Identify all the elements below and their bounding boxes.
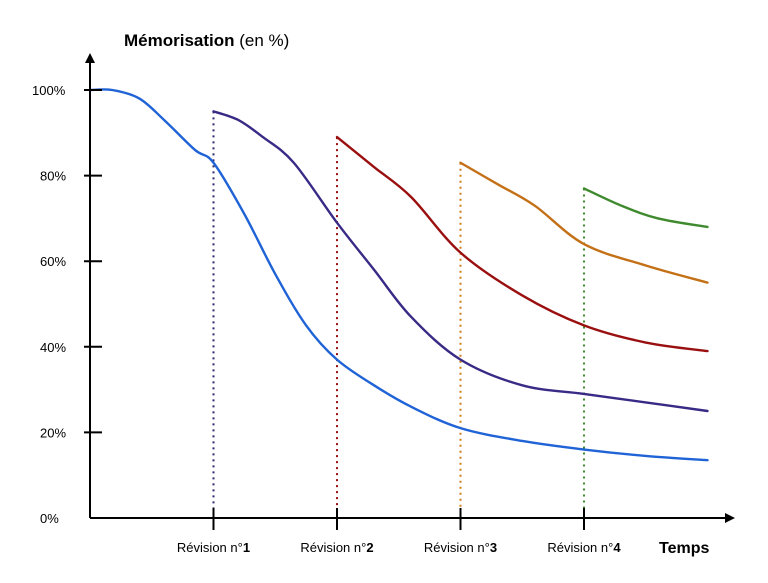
revision-guides	[212, 111, 585, 518]
y-tick-label: 0%	[40, 511, 59, 526]
series-line-4	[582, 187, 709, 229]
y-ticks: 0% 20% 40% 60% 80% 100%	[32, 83, 102, 526]
y-axis-title: Mémorisation (en %)	[124, 31, 289, 50]
y-axis-title-unit: (en %)	[235, 31, 290, 50]
series-line-0	[88, 88, 709, 462]
y-tick-label: 20%	[40, 425, 66, 440]
y-tick-label: 100%	[32, 83, 66, 98]
series-line-1	[212, 110, 709, 413]
series-layer	[88, 88, 709, 462]
x-tick-label-revision-4: Révision n°4	[547, 540, 621, 555]
y-axis-title-bold: Mémorisation	[124, 31, 235, 50]
series-line-3	[459, 161, 709, 284]
x-ticks: Révision n°1 Révision n°2 Révision n°3 Révi…	[177, 508, 621, 555]
x-tick-label-revision-1: Révision n°1	[177, 540, 250, 555]
y-tick-label: 80%	[40, 169, 66, 184]
x-axis-title: Temps	[659, 540, 709, 557]
y-tick-label: 60%	[40, 254, 66, 269]
y-tick-label: 40%	[40, 340, 66, 355]
x-tick-label-revision-3: Révision n°3	[424, 540, 497, 555]
x-tick-label-revision-2: Révision n°2	[300, 540, 373, 555]
series-line-2	[335, 135, 709, 353]
